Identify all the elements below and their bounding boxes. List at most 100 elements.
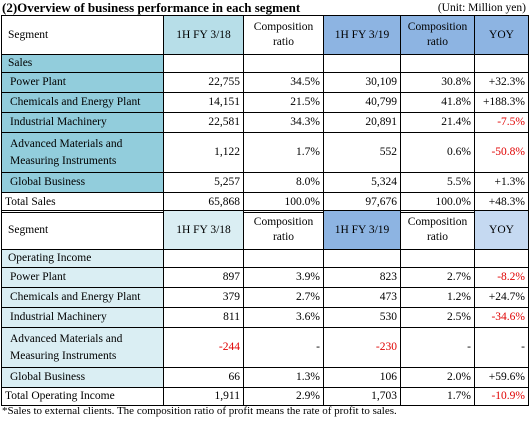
- header-cell: 1H FY 3/19: [323, 15, 401, 55]
- segment-cell: Operating Income: [1, 249, 164, 268]
- value-cell: 14,151: [163, 92, 244, 113]
- value-cell: +48.3%: [474, 192, 529, 213]
- value-cell: [323, 54, 401, 73]
- row: Advanced Materials and Measuring Instrum…: [1, 327, 529, 368]
- header-cell: Composition ratio: [400, 15, 475, 55]
- value-cell: [163, 249, 244, 268]
- segment-cell: Total Sales: [1, 192, 164, 213]
- value-cell: +1.3%: [474, 172, 529, 193]
- header-cell: 1H FY 3/18: [163, 15, 244, 55]
- footnote: *Sales to external clients. The composit…: [2, 405, 397, 417]
- header-row: Segment 1H FY 3/18 Composition ratio 1H FY …: [1, 210, 529, 250]
- title: (2)Overview of business performance in e…: [2, 0, 301, 15]
- value-cell: [243, 249, 324, 268]
- value-cell: 20,891: [323, 112, 401, 133]
- value-cell: 21.4%: [400, 112, 475, 133]
- segment-cell: Sales: [1, 54, 164, 73]
- value-cell: 65,868: [163, 192, 244, 213]
- value-cell: -10.9%: [474, 387, 529, 406]
- value-cell: [474, 249, 529, 268]
- value-cell: [400, 54, 475, 73]
- value-cell: [400, 249, 475, 268]
- value-cell: -8.2%: [474, 267, 529, 288]
- income-table: Segment 1H FY 3/18 Composition ratio 1H FY …: [1, 210, 529, 406]
- value-cell: 1.3%: [243, 367, 324, 388]
- row: Global Business 66 1.3% 106 2.0% +59.6%: [1, 367, 529, 388]
- value-cell: 21.5%: [243, 92, 324, 113]
- value-cell: 5.5%: [400, 172, 475, 193]
- segment-cell: Advanced Materials and Measuring Instrum…: [1, 132, 164, 173]
- row: Power Plant 897 3.9% 823 2.7% -8.2%: [1, 267, 529, 288]
- value-cell: -244: [163, 327, 244, 368]
- sales-table: Segment 1H FY 3/18 Composition ratio 1H FY …: [1, 15, 529, 213]
- value-cell: 8.0%: [243, 172, 324, 193]
- row: Industrial Machinery 22,581 34.3% 20,891 21.…: [1, 112, 529, 133]
- segment-cell: Chemicals and Energy Plant: [1, 92, 164, 113]
- value-cell: 897: [163, 267, 244, 288]
- row: Global Business 5,257 8.0% 5,324 5.5% +1.3%: [1, 172, 529, 193]
- value-cell: 473: [323, 287, 401, 308]
- header-row: Segment 1H FY 3/18 Composition ratio 1H FY …: [1, 15, 529, 55]
- row: Chemicals and Energy Plant 14,151 21.5% 40,…: [1, 92, 529, 113]
- row: Chemicals and Energy Plant 379 2.7% 473 1.2%…: [1, 287, 529, 308]
- value-cell: [163, 54, 244, 73]
- value-cell: [474, 54, 529, 73]
- value-cell: +24.7%: [474, 287, 529, 308]
- value-cell: 41.8%: [400, 92, 475, 113]
- value-cell: 2.0%: [400, 367, 475, 388]
- value-cell: 106: [323, 367, 401, 388]
- value-cell: 379: [163, 287, 244, 308]
- value-cell: 823: [323, 267, 401, 288]
- segment-cell: Total Operating Income: [1, 387, 164, 406]
- value-cell: 3.9%: [243, 267, 324, 288]
- value-cell: 1.7%: [243, 132, 324, 173]
- row: Sales: [1, 54, 529, 73]
- value-cell: -: [243, 327, 324, 368]
- value-cell: 1.2%: [400, 287, 475, 308]
- value-cell: 2.5%: [400, 307, 475, 328]
- value-cell: 30,109: [323, 72, 401, 93]
- value-cell: 22,755: [163, 72, 244, 93]
- value-cell: 2.7%: [243, 287, 324, 308]
- header-cell: Segment: [1, 15, 164, 55]
- value-cell: 1,703: [323, 387, 401, 406]
- value-cell: -7.5%: [474, 112, 529, 133]
- value-cell: 3.6%: [243, 307, 324, 328]
- header-cell: 1H FY 3/18: [163, 210, 244, 250]
- row: Total Operating Income 1,911 2.9% 1,703 1.7%…: [1, 387, 529, 406]
- value-cell: 811: [163, 307, 244, 328]
- value-cell: 2.9%: [243, 387, 324, 406]
- value-cell: -34.6%: [474, 307, 529, 328]
- value-cell: 530: [323, 307, 401, 328]
- value-cell: 34.3%: [243, 112, 324, 133]
- value-cell: 1,122: [163, 132, 244, 173]
- segment-cell: Power Plant: [1, 72, 164, 93]
- value-cell: [323, 249, 401, 268]
- segment-cell: Chemicals and Energy Plant: [1, 287, 164, 308]
- value-cell: 40,799: [323, 92, 401, 113]
- row: Industrial Machinery 811 3.6% 530 2.5% -34.6%: [1, 307, 529, 328]
- value-cell: 5,257: [163, 172, 244, 193]
- value-cell: 66: [163, 367, 244, 388]
- value-cell: 1,911: [163, 387, 244, 406]
- value-cell: 30.8%: [400, 72, 475, 93]
- segment-cell: Global Business: [1, 367, 164, 388]
- unit: (Unit: Million yen): [437, 1, 526, 14]
- value-cell: 34.5%: [243, 72, 324, 93]
- value-cell: 1.7%: [400, 387, 475, 406]
- value-cell: -: [474, 327, 529, 368]
- header-cell: 1H FY 3/19: [323, 210, 401, 250]
- row: Advanced Materials and Measuring Instrum…: [1, 132, 529, 173]
- header-cell: YOY: [474, 210, 529, 250]
- value-cell: +188.3%: [474, 92, 529, 113]
- row: Total Sales 65,868 100.0% 97,676 100.0% +48.3…: [1, 192, 529, 213]
- header-cell: Segment: [1, 210, 164, 250]
- segment-cell: Advanced Materials and Measuring Instrum…: [1, 327, 164, 368]
- value-cell: 0.6%: [400, 132, 475, 173]
- segment-cell: Power Plant: [1, 267, 164, 288]
- value-cell: 22,581: [163, 112, 244, 133]
- segment-cell: Global Business: [1, 172, 164, 193]
- header-cell: Composition ratio: [400, 210, 475, 250]
- row: Operating Income: [1, 249, 529, 268]
